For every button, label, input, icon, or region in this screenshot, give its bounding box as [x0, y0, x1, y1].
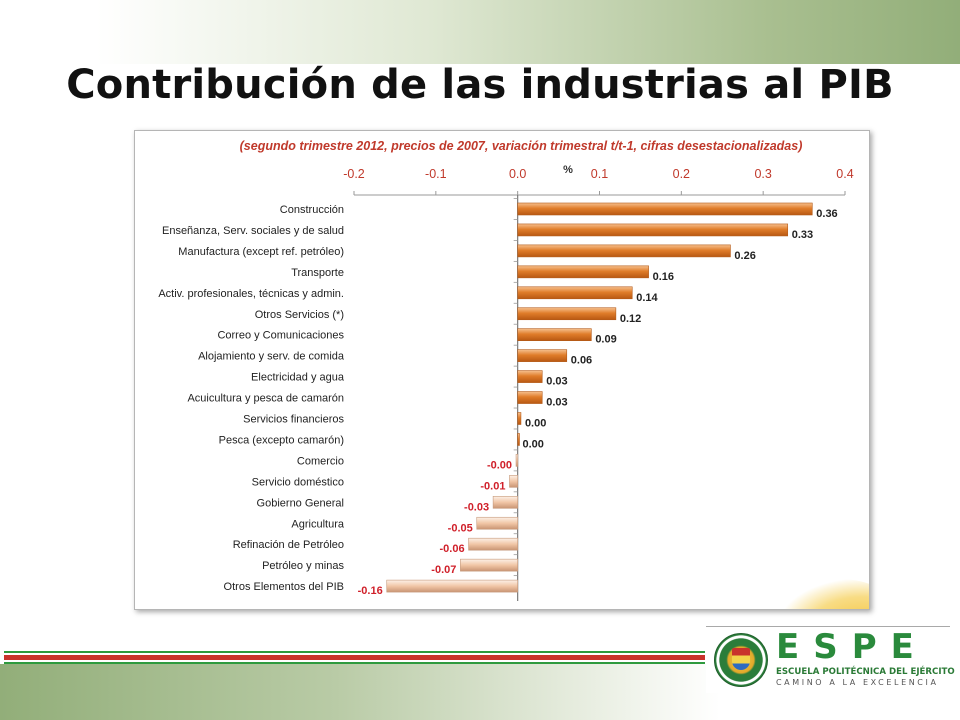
stripe-green-top [4, 651, 705, 653]
bar [517, 433, 520, 446]
category-label: Electricidad y agua [251, 372, 345, 384]
value-label: 0.36 [816, 208, 837, 220]
x-tick-label: -0.2 [343, 167, 365, 181]
x-tick-label: 0.4 [836, 167, 853, 181]
chart-frame: (segundo trimestre 2012, precios de 2007… [134, 130, 870, 610]
x-tick-label: 0.2 [673, 167, 690, 181]
value-label: -0.00 [487, 459, 512, 471]
category-label: Gobierno General [257, 497, 344, 509]
axis-unit-label: % [563, 164, 573, 176]
category-label: Otros Servicios (*) [255, 309, 344, 321]
bar [517, 370, 543, 383]
bar [515, 454, 519, 467]
value-label: 0.26 [734, 250, 755, 262]
footer-stripes [0, 651, 705, 665]
x-tick-label: -0.1 [425, 167, 447, 181]
value-label: 0.12 [620, 313, 641, 325]
category-label: Servicio doméstico [252, 476, 344, 488]
value-label: -0.01 [480, 480, 505, 492]
value-label: 0.03 [546, 376, 567, 388]
top-gradient-band [0, 0, 960, 64]
bar [460, 558, 518, 572]
bar [517, 265, 649, 279]
category-label: Servicios financieros [243, 414, 344, 426]
category-label: Construcción [280, 204, 344, 216]
value-label: -0.07 [431, 564, 456, 576]
category-label: Transporte [291, 267, 344, 279]
chart-subtitle: (segundo trimestre 2012, precios de 2007… [240, 139, 803, 153]
x-tick-label: 0.1 [591, 167, 608, 181]
logo-name: ESCUELA POLITÉCNICA DEL EJÉRCITO [776, 667, 955, 677]
value-label: 0.06 [571, 355, 592, 367]
bar [517, 202, 813, 216]
bar [386, 579, 518, 593]
espe-logo: ESPE ESCUELA POLITÉCNICA DEL EJÉRCITO CA… [706, 626, 955, 693]
value-label: -0.06 [439, 543, 464, 555]
logo-acronym: ESPE [776, 627, 928, 667]
value-label: 0.00 [525, 418, 546, 430]
value-label: 0.14 [636, 292, 658, 304]
bar [517, 244, 731, 258]
stripe-green-bottom [4, 662, 705, 664]
bar [476, 516, 518, 530]
category-label: Comercio [297, 455, 344, 467]
category-label: Agricultura [291, 518, 344, 530]
bar [517, 328, 592, 341]
value-label: -0.05 [448, 522, 473, 534]
bar [517, 307, 617, 321]
x-tick-label: 0.3 [754, 167, 771, 181]
value-label: 0.16 [653, 271, 674, 283]
category-label: Petróleo y minas [262, 560, 344, 572]
bar [468, 537, 518, 551]
bar [517, 391, 543, 404]
value-label: -0.16 [358, 585, 383, 597]
slide-title: Contribución de las industrias al PIB [66, 62, 894, 108]
bar [517, 412, 522, 425]
value-label: 0.03 [546, 397, 567, 409]
bar [517, 286, 633, 300]
bar [492, 495, 518, 509]
bar [517, 349, 568, 362]
espe-seal-icon [714, 633, 768, 687]
bar [509, 475, 518, 488]
bar-chart: (segundo trimestre 2012, precios de 2007… [158, 139, 854, 601]
value-label: 0.00 [522, 438, 543, 450]
category-label: Otros Elementos del PIB [224, 581, 344, 593]
stripe-red [4, 655, 705, 660]
category-label: Refinación de Petróleo [233, 539, 344, 551]
value-label: 0.09 [595, 334, 616, 346]
value-label: -0.03 [464, 501, 489, 513]
logo-motto: CAMINO A LA EXCELENCIA [776, 678, 939, 687]
category-label: Alojamiento y serv. de comida [198, 351, 345, 363]
category-label: Enseñanza, Serv. sociales y de salud [162, 225, 344, 237]
category-label: Manufactura (except ref. petróleo) [178, 246, 344, 258]
category-label: Activ. profesionales, técnicas y admin. [158, 288, 344, 300]
bar [517, 223, 789, 237]
value-label: 0.33 [792, 229, 813, 241]
x-tick-label: 0.0 [509, 167, 526, 181]
category-label: Acuicultura y pesca de camarón [187, 393, 344, 405]
category-label: Correo y Comunicaciones [217, 330, 344, 342]
shield-icon [732, 648, 750, 670]
category-label: Pesca (excepto camarón) [219, 434, 344, 446]
